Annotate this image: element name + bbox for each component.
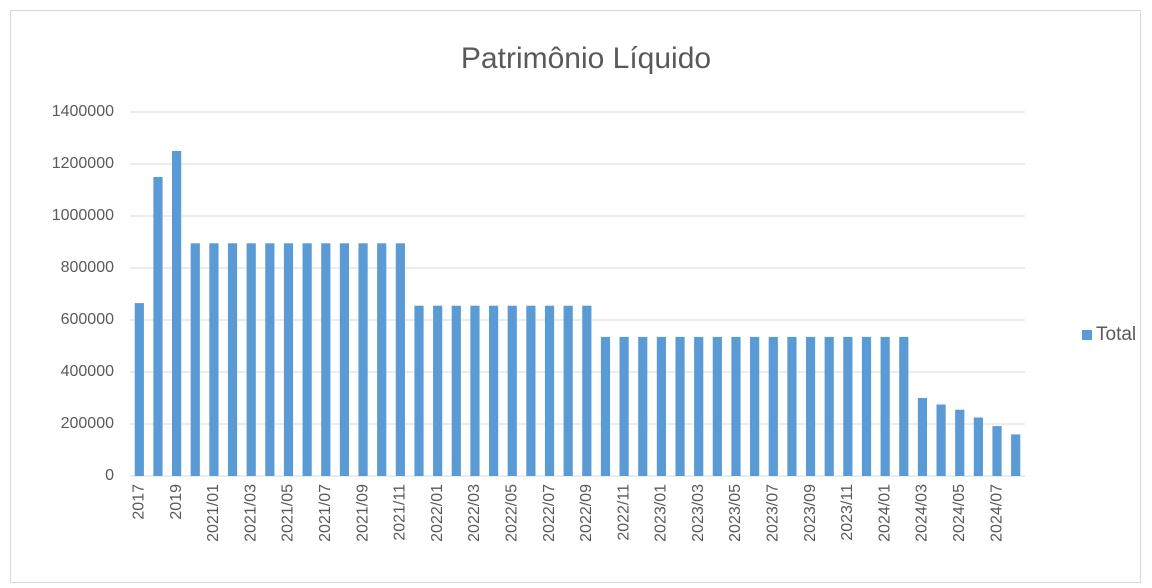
bar — [358, 243, 368, 476]
y-tick-label: 800000 — [61, 259, 114, 276]
x-tick-label: 2024/03 — [914, 484, 931, 542]
bar — [973, 417, 983, 476]
bar — [899, 336, 909, 476]
bar — [526, 305, 536, 476]
bar — [861, 336, 872, 476]
y-tick-label: 1000000 — [52, 207, 114, 224]
x-tick-label: 2023/11 — [839, 484, 856, 541]
x-tick-label: 2017 — [131, 484, 148, 520]
x-tick-label: 2023/05 — [727, 484, 744, 542]
bar — [600, 336, 611, 476]
bar — [805, 336, 816, 476]
bar — [992, 426, 1002, 476]
bar — [582, 305, 592, 476]
bar — [619, 336, 629, 476]
bar — [656, 336, 667, 476]
bar — [731, 336, 741, 476]
bar — [227, 243, 238, 476]
x-tick-label: 2022/01 — [429, 484, 446, 542]
bar — [750, 336, 760, 476]
bar — [414, 305, 424, 476]
x-tick-label: 2021/03 — [242, 484, 259, 542]
x-tick-label: 2021/07 — [317, 484, 334, 542]
bar — [377, 243, 387, 476]
y-tick-label: 400000 — [61, 363, 114, 380]
x-tick-label: 2023/07 — [765, 484, 782, 542]
x-tick-label: 2023/03 — [690, 484, 707, 542]
bar — [395, 243, 405, 476]
bar — [283, 243, 294, 476]
bar — [339, 243, 350, 476]
legend-swatch — [1082, 330, 1092, 340]
y-tick-label: 1200000 — [52, 155, 114, 172]
bar — [880, 336, 890, 476]
y-tick-label: 0 — [105, 467, 114, 484]
x-tick-label: 2022/03 — [466, 484, 483, 542]
legend-label: Total — [1096, 324, 1136, 345]
chart-title: Patrimônio Líquido — [461, 42, 711, 75]
bar — [563, 305, 573, 476]
x-tick-label: 2022/05 — [503, 484, 520, 542]
bar — [488, 305, 499, 476]
bar — [694, 336, 704, 476]
y-tick-label: 200000 — [61, 415, 114, 432]
bar — [470, 305, 480, 476]
bar — [544, 305, 555, 476]
x-tick-label: 2022/09 — [578, 484, 595, 542]
bar — [824, 336, 834, 476]
bar — [172, 151, 182, 476]
bar — [265, 243, 275, 476]
x-tick-label: 2021/01 — [205, 484, 222, 542]
bar — [451, 305, 461, 476]
bar — [507, 305, 517, 476]
bar — [433, 305, 443, 476]
x-tick-label: 2021/11 — [392, 484, 409, 541]
bar — [190, 243, 200, 476]
x-tick-label: 2022/07 — [541, 484, 558, 542]
bar — [134, 303, 144, 476]
bar — [843, 336, 853, 476]
x-tick-label: 2024/01 — [876, 484, 893, 542]
bar — [955, 409, 965, 476]
x-tick-label: 2023/09 — [802, 484, 819, 542]
x-tick-label: 2021/05 — [280, 484, 297, 542]
bar — [153, 177, 163, 476]
bar — [787, 336, 797, 476]
x-tick-label: 2021/09 — [354, 484, 371, 542]
x-tick-label: 2023/01 — [653, 484, 670, 542]
x-tick-label: 2019 — [168, 484, 185, 520]
bar — [712, 336, 722, 476]
x-tick-label: 2022/11 — [615, 484, 632, 541]
bar — [246, 243, 256, 476]
y-tick-label: 1400000 — [52, 103, 114, 120]
bar — [1011, 434, 1021, 476]
bar — [321, 243, 331, 476]
bar — [302, 243, 312, 476]
bar — [768, 336, 778, 476]
x-tick-label: 2024/05 — [951, 484, 968, 542]
y-tick-label: 600000 — [61, 311, 114, 328]
bar — [638, 336, 648, 476]
bar — [209, 243, 219, 476]
x-tick-label: 2024/07 — [988, 484, 1005, 542]
bar — [936, 404, 946, 476]
bar — [917, 398, 928, 476]
bar — [675, 336, 685, 476]
